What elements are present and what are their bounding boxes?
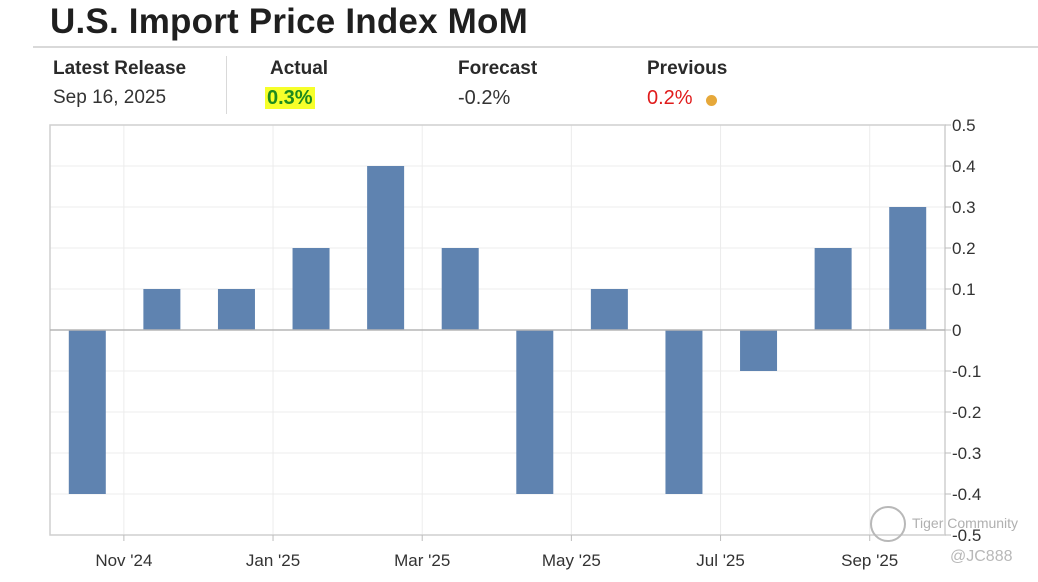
x-axis-ticks: Nov '24 Jan '25 Mar '25 May '25 Jul '25 Sep '…: [95, 535, 898, 570]
forecast-label: Forecast: [458, 58, 538, 79]
title-divider: [33, 46, 1038, 48]
y-tick-label: -0.3: [952, 444, 981, 463]
latest-release-date: Sep 16, 2025: [53, 87, 167, 108]
y-tick-label: 0.4: [952, 157, 976, 176]
y-tick-label: 0.2: [952, 239, 976, 258]
watermark-user: @JC888: [950, 548, 1013, 565]
y-tick-label: -0.5: [952, 526, 981, 545]
y-tick-label: -0.4: [952, 485, 981, 504]
bar-mar-25: [441, 248, 479, 330]
bar-feb-25: [367, 166, 405, 330]
y-tick-label: 0.5: [952, 116, 976, 135]
x-tick-label: Jan '25: [246, 551, 300, 570]
forecast-value: -0.2%: [458, 87, 511, 109]
y-tick-label: 0.1: [952, 280, 976, 299]
watermark: Tiger Community @JC888: [870, 506, 1030, 576]
y-tick-label: -0.2: [952, 403, 981, 422]
bar-apr-25: [516, 330, 554, 494]
y-tick-label: 0: [952, 321, 961, 340]
bar-oct-24: [68, 330, 106, 494]
page-title: U.S. Import Price Index MoM: [50, 2, 528, 41]
tiger-logo-icon: [870, 506, 906, 542]
actual-value-wrap: 0.3%: [265, 87, 315, 110]
previous-label: Previous: [647, 58, 728, 79]
actual-label: Actual: [270, 58, 329, 79]
y-tick-label: 0.3: [952, 198, 976, 217]
previous-value: 0.2%: [647, 87, 693, 109]
bar-jan-25: [292, 248, 330, 330]
x-tick-label: May '25: [542, 551, 601, 570]
latest-release-label: Latest Release: [53, 58, 187, 79]
previous-indicator-dot: [706, 95, 717, 106]
bar-aug-25: [814, 248, 852, 330]
y-tick-label: -0.1: [952, 362, 981, 381]
x-tick-label: Nov '24: [95, 551, 152, 570]
y-axis-ticks: 0.5 0.4 0.3 0.2 0.1 0 -0.1 -0.2 -0.3 -0.4 -0.5: [945, 116, 981, 545]
bar-series: [68, 166, 927, 494]
watermark-brand: Tiger Community: [912, 515, 1019, 531]
summary-divider: [226, 56, 227, 114]
x-tick-label: Sep '25: [841, 551, 898, 570]
x-tick-label: Jul '25: [696, 551, 745, 570]
bar-may-25: [590, 289, 628, 330]
bar-nov-24: [143, 289, 181, 330]
x-tick-label: Mar '25: [394, 551, 450, 570]
bar-sep-25: [889, 207, 927, 330]
bar-jul-25: [740, 330, 778, 371]
bar-dec-24: [217, 289, 255, 330]
bar-jun-25: [665, 330, 703, 494]
actual-value: 0.3%: [265, 87, 315, 109]
